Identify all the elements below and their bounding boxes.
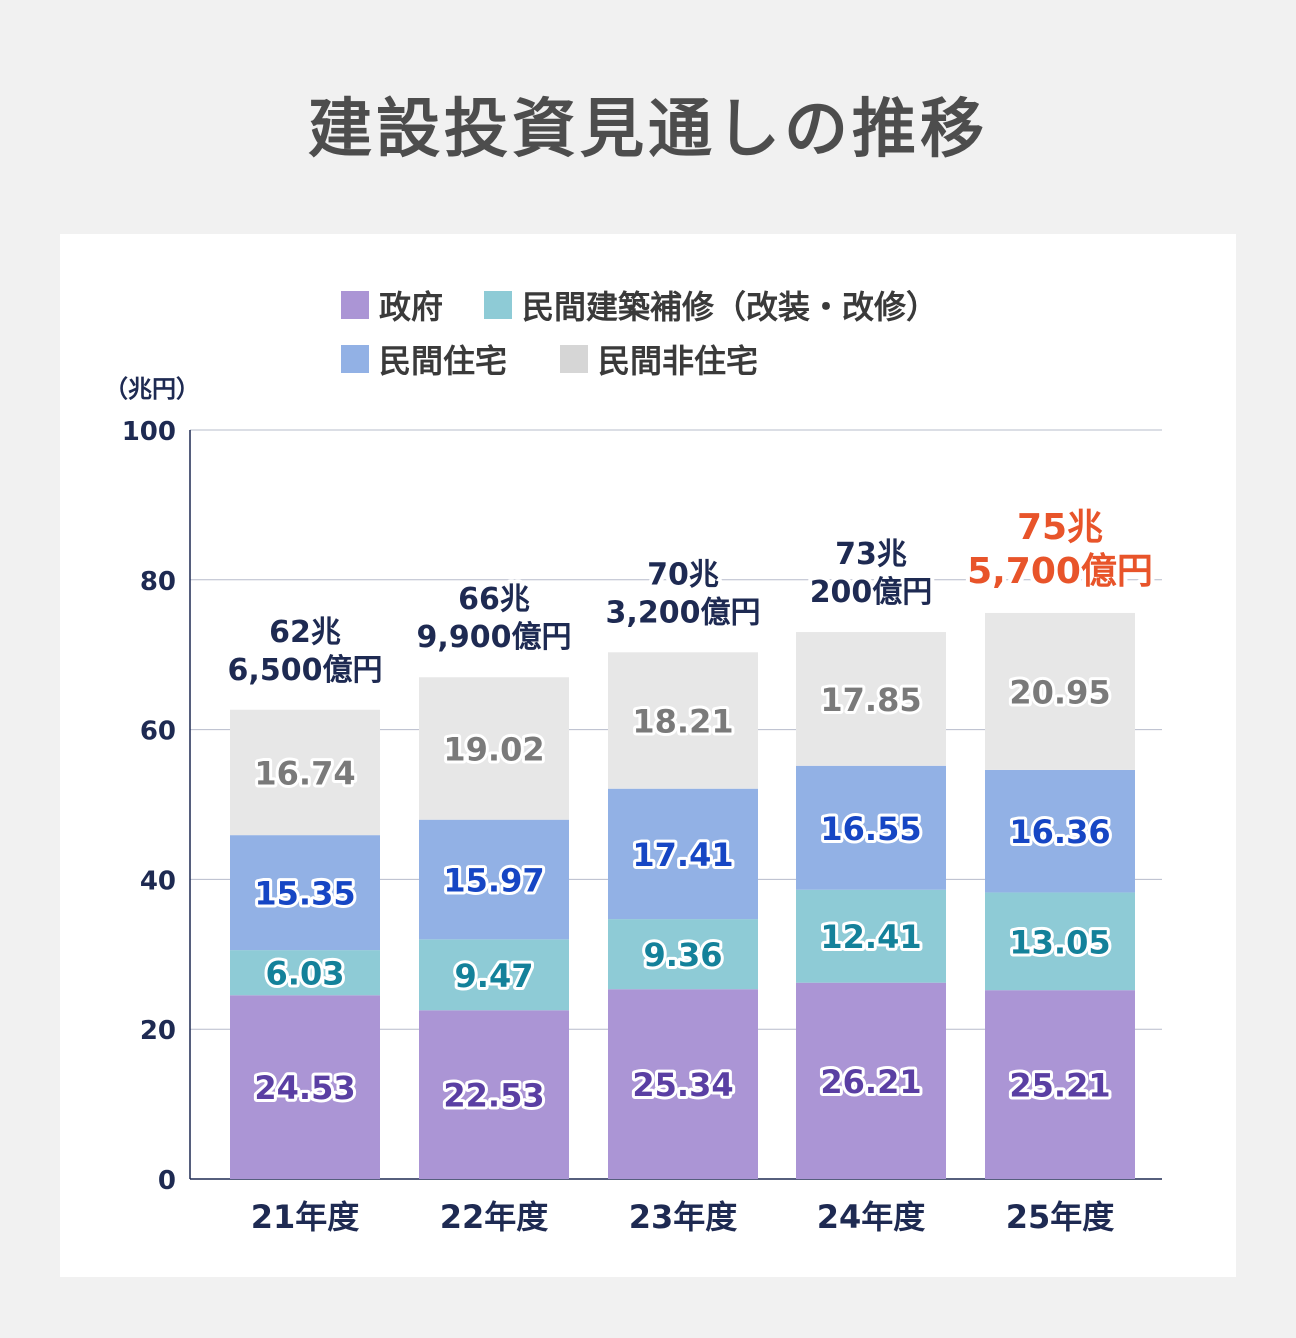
data-label: 16.74 (254, 754, 355, 792)
bar-segment (419, 677, 569, 820)
y-tick-label: 20 (140, 1016, 176, 1046)
total-label-line1: 70兆 (647, 557, 719, 592)
total-label-line1: 73兆 (835, 537, 907, 572)
bar-segment (985, 612, 1135, 770)
data-label: 16.36 (1009, 813, 1110, 851)
y-tick-label: 80 (140, 567, 176, 597)
total-label-line2: 3,200億円 (606, 595, 761, 630)
bar-segment (419, 939, 569, 1011)
bar-segment (230, 995, 380, 1179)
data-label: 17.41 (632, 836, 733, 874)
y-tick-label: 60 (140, 717, 176, 747)
y-axis-unit-label: （兆円） (104, 375, 200, 403)
data-label: 15.35 (254, 875, 355, 913)
total-label-line2: 6,500億円 (228, 653, 383, 688)
x-category-label: 24年度 (817, 1198, 926, 1236)
bar-segment (230, 709, 380, 836)
legend-item-non-housing: 民間非住宅 (560, 336, 758, 382)
bar-segment (230, 950, 380, 996)
bar-segment (985, 769, 1135, 893)
total-label-line1: 62兆 (269, 615, 341, 650)
total-label-line1: 75兆 (1017, 507, 1103, 548)
data-label: 25.21 (1009, 1067, 1110, 1105)
total-label-line1: 66兆 (458, 582, 530, 617)
data-label: 19.02 (443, 730, 544, 768)
legend-swatch-government (341, 291, 369, 319)
data-label: 22.53 (443, 1077, 544, 1115)
legend-label-non-housing: 民間非住宅 (598, 342, 759, 380)
bar-segment (608, 788, 758, 920)
x-category-label: 23年度 (629, 1198, 738, 1236)
legend-label-renovation: 民間建築補修（改装・改修） (522, 288, 939, 326)
bar-segment (230, 835, 380, 951)
data-label: 13.05 (1009, 923, 1110, 961)
legend-label-government: 政府 (379, 288, 444, 326)
data-label: 18.21 (632, 702, 733, 740)
x-category-label: 25年度 (1006, 1198, 1115, 1236)
total-label-line2: 9,900億円 (417, 620, 572, 655)
data-label: 24.53 (254, 1069, 355, 1107)
data-label: 17.85 (820, 681, 921, 719)
bar-segment (796, 889, 946, 983)
bar-segment (419, 1010, 569, 1179)
bar-segment (985, 892, 1135, 991)
data-label: 20.95 (1009, 673, 1110, 711)
bar-segment (796, 982, 946, 1179)
x-category-label: 22年度 (440, 1198, 549, 1236)
legend-swatch-non-housing (560, 345, 588, 373)
bar-segment (608, 919, 758, 990)
legend-item-renovation: 民間建築補修（改装・改修） (484, 282, 938, 328)
data-label: 9.36 (644, 936, 723, 974)
y-tick-label: 0 (158, 1166, 176, 1196)
data-label: 9.47 (455, 957, 534, 995)
legend-item-government: 政府 (341, 282, 443, 328)
page-title: 建設投資見通しの推移 (308, 93, 988, 167)
data-label: 25.34 (632, 1066, 733, 1104)
bar-segment (608, 989, 758, 1179)
data-label: 15.97 (443, 862, 544, 900)
data-label: 12.41 (820, 918, 921, 956)
legend-swatch-renovation (484, 291, 512, 319)
legend-item-housing: 民間住宅 (341, 336, 507, 382)
y-tick-label: 40 (140, 866, 176, 896)
legend-label-housing: 民間住宅 (379, 342, 508, 380)
y-tick-label: 100 (122, 417, 176, 447)
x-category-label: 21年度 (251, 1198, 360, 1236)
total-label-line2: 200億円 (810, 575, 933, 610)
bar-segment (796, 632, 946, 766)
bar-segment (985, 990, 1135, 1179)
data-label: 6.03 (266, 955, 345, 993)
legend-swatch-housing (341, 345, 369, 373)
data-label: 26.21 (820, 1063, 921, 1101)
data-label: 16.55 (820, 810, 921, 848)
bar-segment (796, 765, 946, 890)
bar-segment (419, 819, 569, 940)
total-label-line2: 5,700億円 (967, 551, 1153, 592)
bar-segment (608, 652, 758, 789)
